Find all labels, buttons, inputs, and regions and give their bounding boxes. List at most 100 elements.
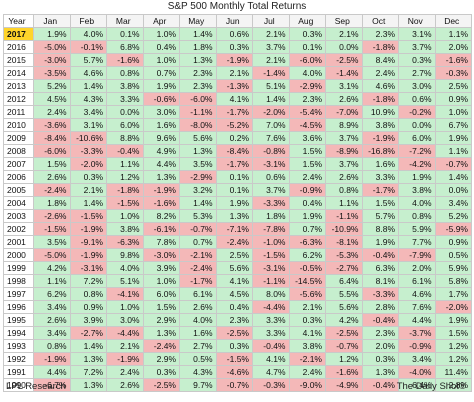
return-cell: -2.0%	[434, 300, 472, 314]
return-cell: 4.4%	[33, 365, 71, 379]
year-cell: 2000	[3, 248, 34, 262]
return-cell: 3.9%	[69, 313, 107, 327]
return-cell: -0.1%	[69, 40, 107, 54]
return-cell: 8.8%	[106, 131, 144, 145]
return-cell: -0.4%	[361, 248, 399, 262]
return-cell: 5.6%	[179, 131, 217, 145]
return-cell: -1.9%	[69, 222, 107, 236]
table-row: 2006 2.6% 0.3% 1.2% 1.3% -2.9% 0.1% 0.6% 2.4% 2.6…	[3, 170, 472, 184]
return-cell: 7.2%	[69, 365, 107, 379]
return-cell: 0.2%	[215, 131, 253, 145]
return-cell: 1.6%	[142, 118, 180, 132]
return-cell: 7.2%	[69, 274, 107, 288]
return-cell: 0.9%	[69, 300, 107, 314]
return-cell: 5.5%	[325, 287, 363, 301]
return-cell: -2.5%	[325, 326, 363, 340]
return-cell: 2.6%	[106, 378, 144, 392]
return-cell: 3.4%	[434, 196, 472, 210]
return-cell: -0.4%	[361, 378, 399, 392]
return-cell: -5.2%	[215, 118, 253, 132]
return-cell: 7.8%	[142, 235, 180, 249]
column-header-mar: Mar	[106, 14, 144, 28]
return-cell: 4.3%	[69, 92, 107, 106]
return-cell: -7.8%	[252, 222, 290, 236]
return-cell: 2.5%	[215, 248, 253, 262]
return-cell: 1.4%	[252, 92, 290, 106]
return-cell: -1.4%	[325, 66, 363, 80]
return-cell: 0.3%	[215, 339, 253, 353]
return-cell: -5.0%	[33, 40, 71, 54]
year-cell: 2005	[3, 183, 34, 197]
return-cell: 6.2%	[288, 248, 326, 262]
return-cell: -4.4%	[252, 300, 290, 314]
return-cell: 0.8%	[325, 183, 363, 197]
table-row: 2011 2.4% 3.4% 0.0% 3.0% -1.1% -1.7% -2.0% -5.4%…	[3, 105, 472, 119]
return-cell: 0.1%	[288, 40, 326, 54]
year-cell: 1995	[3, 313, 34, 327]
return-cell: -5.9%	[434, 222, 472, 236]
return-cell: -8.1%	[325, 235, 363, 249]
return-cell: 1.3%	[179, 53, 217, 67]
return-cell: 3.4%	[69, 105, 107, 119]
return-cell: -10.9%	[325, 222, 363, 236]
year-cell: 1992	[3, 352, 34, 366]
return-cell: 0.6%	[252, 170, 290, 184]
return-cell: 8.2%	[142, 209, 180, 223]
return-cell: 0.0%	[106, 105, 144, 119]
return-cell: 1.3%	[142, 170, 180, 184]
return-cell: -3.5%	[33, 66, 71, 80]
return-cell: 0.6%	[215, 27, 253, 41]
return-cell: -2.4%	[179, 261, 217, 275]
return-cell: -6.3%	[288, 235, 326, 249]
return-cell: 3.3%	[106, 92, 144, 106]
return-cell: -5.4%	[288, 105, 326, 119]
year-cell: 2007	[3, 157, 34, 171]
return-cell: -9.0%	[288, 378, 326, 392]
return-cell: 5.9%	[398, 222, 436, 236]
return-cell: -2.5%	[215, 326, 253, 340]
return-cell: 2.8%	[434, 378, 472, 392]
table-row: 2001 3.5% -9.1% -6.3% 7.8% 0.7% -2.4% -1.0% -6.3…	[3, 235, 472, 249]
column-header-jun: Jun	[215, 14, 253, 28]
return-cell: -7.2%	[398, 144, 436, 158]
return-cell: 0.3%	[288, 313, 326, 327]
return-cell: 4.5%	[33, 92, 71, 106]
table-row: 1991 4.4% 7.2% 2.4% 0.3% 4.3% -4.6% 4.7% 2.4% -1.…	[3, 365, 472, 379]
return-cell: -8.4%	[33, 131, 71, 145]
table-row: 1997 6.2% 0.8% -4.1% 6.0% 6.1% 4.5% 8.0% -5.6% 5.…	[3, 287, 472, 301]
return-cell: 0.8%	[69, 287, 107, 301]
return-cell: 3.8%	[361, 118, 399, 132]
return-cell: -1.5%	[33, 222, 71, 236]
return-cell: 1.4%	[179, 196, 217, 210]
return-cell: 3.0%	[398, 79, 436, 93]
return-cell: 4.2%	[325, 313, 363, 327]
column-header-jul: Jul	[252, 14, 290, 28]
table-row: 2016 -5.0% -0.1% 6.8% 0.4% 1.8% 0.3% 3.7% 0.1% 0.…	[3, 40, 472, 54]
return-cell: -3.1%	[252, 261, 290, 275]
return-cell: 2.3%	[215, 313, 253, 327]
return-cell: 1.0%	[106, 300, 144, 314]
return-cell: 4.0%	[288, 66, 326, 80]
return-cell: 7.7%	[398, 235, 436, 249]
return-cell: 3.8%	[106, 79, 144, 93]
table-row: 1990 -6.7% 1.3% 2.6% -2.5% 9.7% -0.7% -0.3% -9.0…	[3, 378, 472, 392]
return-cell: -9.1%	[69, 235, 107, 249]
return-cell: -1.8%	[106, 183, 144, 197]
return-cell: 0.1%	[106, 27, 144, 41]
column-header-aug: Aug	[288, 14, 326, 28]
year-cell: 1990	[3, 378, 34, 392]
return-cell: 4.9%	[142, 144, 180, 158]
column-header-apr: Apr	[142, 14, 180, 28]
return-cell: 1.5%	[33, 157, 71, 171]
return-cell: 3.3%	[252, 313, 290, 327]
year-cell: 2004	[3, 196, 34, 210]
return-cell: -1.4%	[252, 66, 290, 80]
return-cell: -0.9%	[398, 339, 436, 353]
year-cell: 2008	[3, 144, 34, 158]
return-cell: -8.0%	[179, 118, 217, 132]
return-cell: 1.8%	[179, 40, 217, 54]
return-cell: 3.1%	[398, 27, 436, 41]
table-row: 2008 -6.0% -3.3% -0.4% 4.9% 1.3% -8.4% -0.8% 1.5…	[3, 144, 472, 158]
return-cell: -3.0%	[33, 53, 71, 67]
table-row: 1994 3.4% -2.7% -4.4% 1.3% 1.6% -2.5% 3.3% 4.1% -…	[3, 326, 472, 340]
